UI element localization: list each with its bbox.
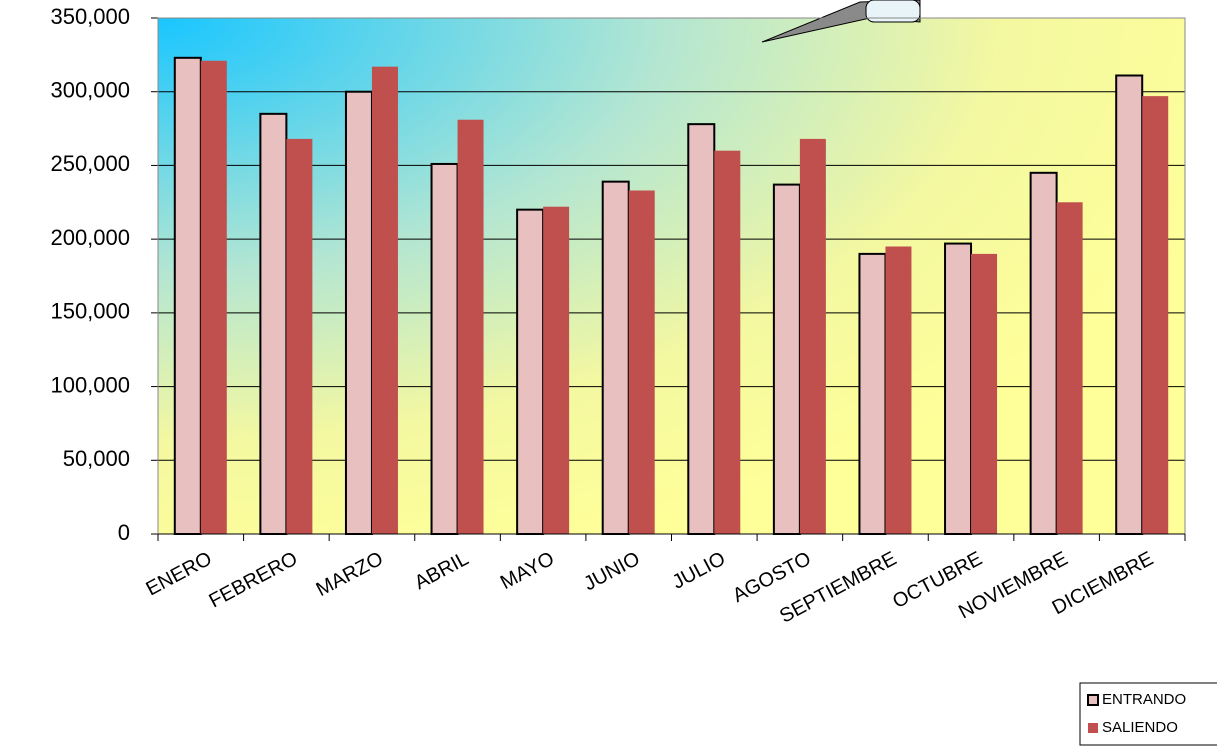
bar [971, 253, 998, 534]
x-tick-label: JUNIO [580, 548, 643, 596]
bar [1142, 96, 1169, 534]
legend-box [1079, 682, 1217, 746]
bar [457, 119, 484, 535]
bar [1029, 171, 1058, 536]
x-tick-label: ABRIL [411, 548, 472, 595]
bar [714, 150, 741, 534]
y-tick-label: 250,000 [50, 151, 130, 176]
y-tick-label: 100,000 [50, 372, 130, 397]
x-tick-label: JULIO [669, 548, 729, 594]
bar [344, 90, 373, 535]
bar [1115, 74, 1144, 536]
bar [944, 242, 973, 536]
bar [543, 206, 570, 535]
legend-label: SALIENDO [1102, 719, 1178, 736]
bar [628, 190, 655, 534]
legend-swatch [1087, 694, 1099, 706]
x-tick-label: MAYO [497, 548, 558, 594]
bar [858, 252, 887, 535]
y-tick-label: 200,000 [50, 225, 130, 250]
bar [286, 138, 313, 535]
plot-area [158, 18, 1185, 534]
bar [601, 180, 630, 535]
y-tick-label: 0 [118, 520, 130, 545]
y-tick-label: 50,000 [63, 446, 130, 471]
legend-swatch [1088, 723, 1098, 733]
bar [371, 66, 398, 534]
y-tick-label: 150,000 [50, 299, 130, 324]
x-tick-label: FEBRERO [206, 548, 302, 613]
bar [173, 56, 202, 535]
bar [430, 162, 459, 535]
bar [799, 138, 826, 535]
bar [885, 246, 912, 534]
x-tick-label: MARZO [313, 548, 387, 601]
bar [516, 208, 545, 536]
y-tick-label: 300,000 [50, 78, 130, 103]
y-tick-label: 350,000 [50, 4, 130, 29]
bar [200, 60, 227, 535]
airplane [761, 0, 921, 43]
bar [1056, 202, 1083, 535]
bar [259, 112, 288, 535]
legend-label: ENTRANDO [1102, 691, 1186, 708]
bar [687, 123, 716, 536]
bar [772, 183, 801, 535]
